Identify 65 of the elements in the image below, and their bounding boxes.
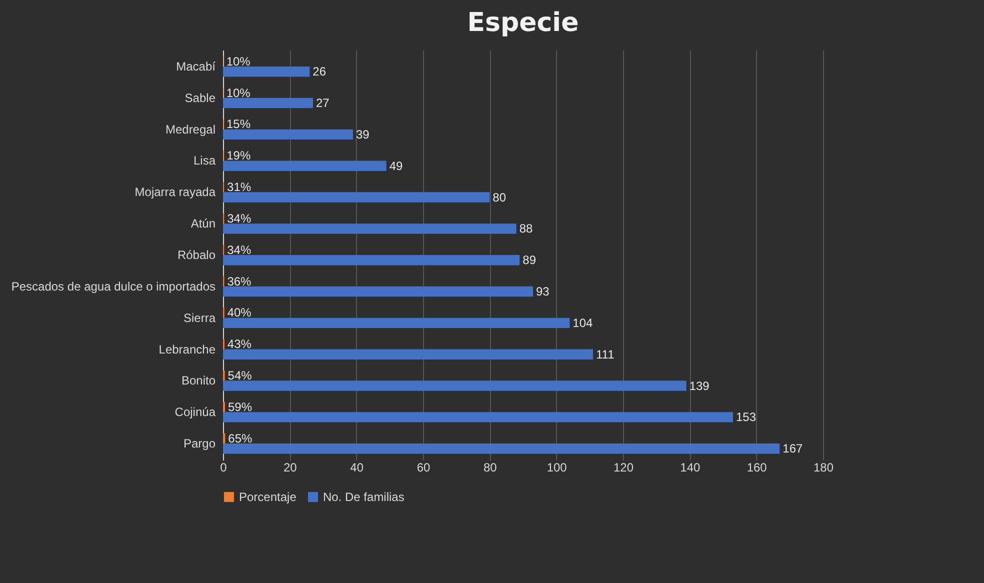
y-tick-label: Sierra: [183, 310, 216, 325]
data-label: 153: [736, 410, 756, 424]
bar: [223, 224, 516, 234]
y-tick-label: Sable: [184, 90, 216, 105]
data-label: 139: [689, 378, 710, 393]
data-label: 26: [312, 64, 326, 79]
bar: [223, 349, 593, 360]
x-tick-label: 80: [483, 460, 498, 474]
data-label: 167: [782, 442, 804, 456]
data-label: 40%: [227, 306, 252, 320]
bar: [223, 412, 733, 422]
data-label: 65%: [228, 431, 253, 446]
data-label: 19%: [226, 148, 251, 163]
x-tick-label: 100: [546, 460, 568, 474]
y-tick-label: Medregal: [165, 122, 216, 136]
bar: [223, 286, 533, 297]
y-tick-label: Macabí: [176, 59, 216, 74]
bar: [223, 66, 310, 77]
y-tick-label: Atún: [190, 216, 216, 231]
data-label: 34%: [227, 211, 252, 226]
bar: [223, 318, 570, 328]
y-tick-label: Bonito: [181, 374, 216, 388]
y-tick-label: Cojinúa: [174, 405, 216, 420]
x-tick-label: 180: [813, 460, 834, 474]
x-tick-label: 60: [416, 460, 430, 474]
bar: [223, 444, 780, 454]
y-tick-label: Lebranche: [158, 342, 216, 356]
data-label: 34%: [227, 242, 252, 257]
data-label: 31%: [227, 180, 252, 194]
x-tick-label: 40: [350, 460, 364, 474]
data-label: 49: [389, 158, 404, 173]
data-label: 89: [522, 253, 536, 268]
y-tick-label: Mojarra rayada: [134, 185, 216, 200]
legend-label: No. De familias: [323, 490, 404, 504]
bar: [223, 380, 686, 391]
data-label: 10%: [226, 86, 251, 100]
data-label: 104: [572, 316, 594, 330]
y-tick-label: Róbalo: [177, 248, 216, 262]
data-label: 39: [356, 127, 370, 142]
legend-label: Porcentaje: [239, 490, 297, 504]
y-tick-label: Pescados de agua dulce o importados: [11, 279, 216, 294]
bar: [223, 98, 313, 108]
x-tick-label: 0: [220, 460, 228, 474]
data-label: 111: [596, 347, 615, 362]
data-label: 36%: [227, 274, 252, 288]
y-tick-label: Lisa: [193, 154, 216, 168]
data-label: 43%: [227, 337, 252, 352]
data-label: 54%: [228, 368, 252, 383]
data-label: 88: [519, 222, 534, 236]
chart-title: Especie: [467, 8, 579, 38]
bar: [223, 129, 353, 140]
data-label: 10%: [226, 54, 251, 68]
data-label: 59%: [228, 400, 252, 414]
x-tick-label: 160: [746, 460, 768, 474]
data-label: 93: [536, 284, 550, 299]
bar: [223, 160, 386, 171]
x-tick-label: 20: [283, 460, 298, 474]
data-label: 15%: [226, 117, 251, 132]
bar: [223, 192, 490, 202]
y-tick-label: Pargo: [183, 436, 216, 451]
bar: [223, 255, 520, 266]
x-tick-label: 120: [613, 460, 634, 474]
x-tick-label: 140: [680, 460, 700, 474]
data-label: 27: [316, 96, 330, 110]
data-label: 80: [492, 190, 506, 204]
